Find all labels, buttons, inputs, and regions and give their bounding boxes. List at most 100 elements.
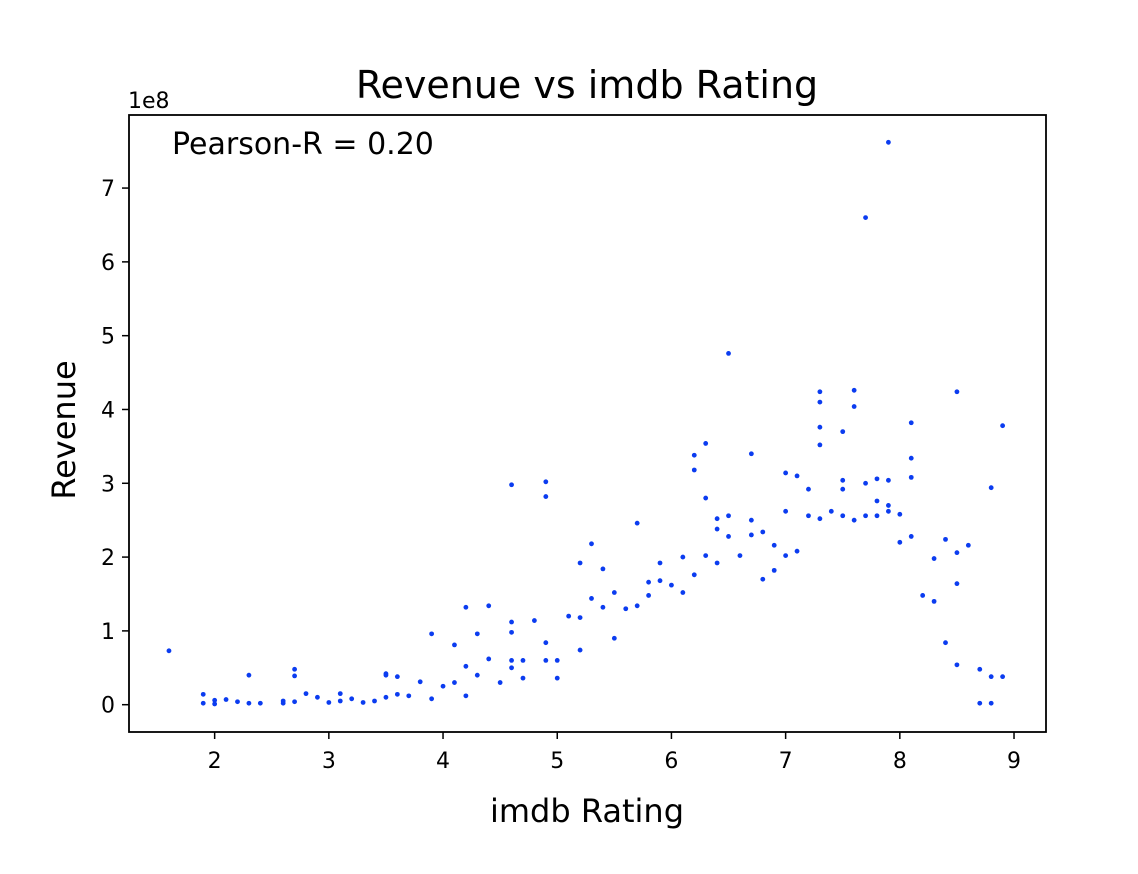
data-point bbox=[337, 698, 343, 704]
data-point bbox=[988, 674, 994, 680]
data-point bbox=[748, 517, 754, 523]
data-point bbox=[200, 700, 206, 706]
x-tick-label: 9 bbox=[1007, 749, 1021, 774]
data-point bbox=[954, 662, 960, 668]
data-point bbox=[806, 486, 811, 492]
data-point bbox=[817, 516, 823, 522]
data-point bbox=[988, 700, 994, 706]
data-point bbox=[509, 629, 514, 635]
data-point bbox=[908, 420, 914, 426]
data-point bbox=[292, 673, 297, 679]
data-point bbox=[840, 513, 846, 519]
data-point bbox=[383, 694, 389, 700]
data-point bbox=[817, 424, 823, 430]
points-layer bbox=[166, 139, 1006, 707]
data-point bbox=[817, 399, 823, 405]
data-point bbox=[349, 696, 355, 702]
data-point bbox=[886, 477, 891, 483]
data-point bbox=[874, 513, 880, 519]
y-tick-label: 0 bbox=[101, 694, 115, 719]
data-point bbox=[954, 550, 960, 556]
data-point bbox=[235, 699, 240, 705]
data-point bbox=[954, 581, 960, 587]
data-point bbox=[315, 694, 320, 700]
data-point bbox=[726, 534, 731, 539]
data-point bbox=[897, 511, 903, 517]
y-tick-label: 7 bbox=[101, 177, 115, 202]
data-point bbox=[463, 663, 469, 669]
data-point bbox=[486, 603, 492, 609]
data-point bbox=[212, 697, 218, 703]
data-point bbox=[863, 480, 868, 486]
data-point bbox=[874, 476, 880, 482]
data-point bbox=[166, 648, 172, 654]
data-point bbox=[463, 693, 469, 699]
data-point bbox=[897, 539, 903, 545]
data-point bbox=[943, 640, 948, 646]
data-point bbox=[646, 593, 651, 598]
data-point bbox=[589, 596, 594, 601]
data-point bbox=[543, 658, 549, 663]
data-point bbox=[246, 672, 252, 678]
data-point bbox=[554, 675, 560, 681]
data-point bbox=[908, 455, 914, 461]
data-point bbox=[988, 485, 994, 491]
data-point bbox=[840, 486, 846, 492]
x-tick-label: 6 bbox=[664, 749, 678, 774]
data-point bbox=[200, 691, 206, 697]
data-point bbox=[726, 513, 731, 519]
data-point bbox=[840, 477, 846, 483]
data-point bbox=[748, 451, 754, 457]
data-point bbox=[589, 541, 594, 547]
x-tick-label: 5 bbox=[550, 749, 564, 774]
data-point bbox=[657, 578, 663, 584]
data-point bbox=[817, 389, 823, 395]
plot-area bbox=[128, 114, 1047, 733]
data-point bbox=[783, 470, 789, 476]
data-point bbox=[394, 691, 400, 697]
data-point bbox=[783, 553, 789, 559]
data-point bbox=[703, 495, 709, 501]
data-point bbox=[223, 697, 229, 702]
pearson-annotation: Pearson-R = 0.20 bbox=[172, 127, 434, 162]
y-offset-label: 1e8 bbox=[128, 89, 170, 114]
data-point bbox=[406, 693, 412, 699]
data-point bbox=[543, 479, 549, 485]
data-point bbox=[452, 680, 457, 685]
data-point bbox=[543, 640, 549, 646]
data-point bbox=[566, 613, 572, 619]
data-point bbox=[760, 576, 766, 582]
data-point bbox=[760, 529, 766, 535]
data-point bbox=[965, 542, 971, 548]
data-point bbox=[292, 699, 297, 705]
data-point bbox=[600, 604, 606, 610]
data-point bbox=[931, 598, 937, 604]
data-point bbox=[886, 503, 891, 508]
data-point bbox=[486, 656, 492, 662]
data-point bbox=[257, 700, 263, 706]
data-point bbox=[943, 536, 948, 542]
data-point bbox=[497, 680, 503, 685]
data-point bbox=[748, 532, 754, 538]
data-point bbox=[691, 572, 697, 578]
data-point bbox=[577, 615, 583, 620]
data-point bbox=[417, 679, 423, 685]
data-point bbox=[577, 647, 583, 653]
data-point bbox=[360, 700, 366, 705]
data-point bbox=[383, 672, 389, 678]
x-axis-label: imdb Rating bbox=[490, 792, 684, 830]
data-point bbox=[874, 498, 880, 504]
data-point bbox=[532, 618, 537, 623]
data-point bbox=[520, 658, 526, 663]
y-tick-label: 6 bbox=[101, 251, 115, 276]
data-point bbox=[212, 701, 218, 707]
data-point bbox=[611, 590, 617, 595]
data-point bbox=[726, 350, 731, 356]
data-point bbox=[246, 700, 252, 706]
data-point bbox=[623, 606, 629, 612]
y-tick-label: 2 bbox=[101, 546, 115, 571]
data-point bbox=[714, 560, 720, 566]
data-point bbox=[577, 560, 583, 566]
data-point bbox=[863, 513, 868, 519]
